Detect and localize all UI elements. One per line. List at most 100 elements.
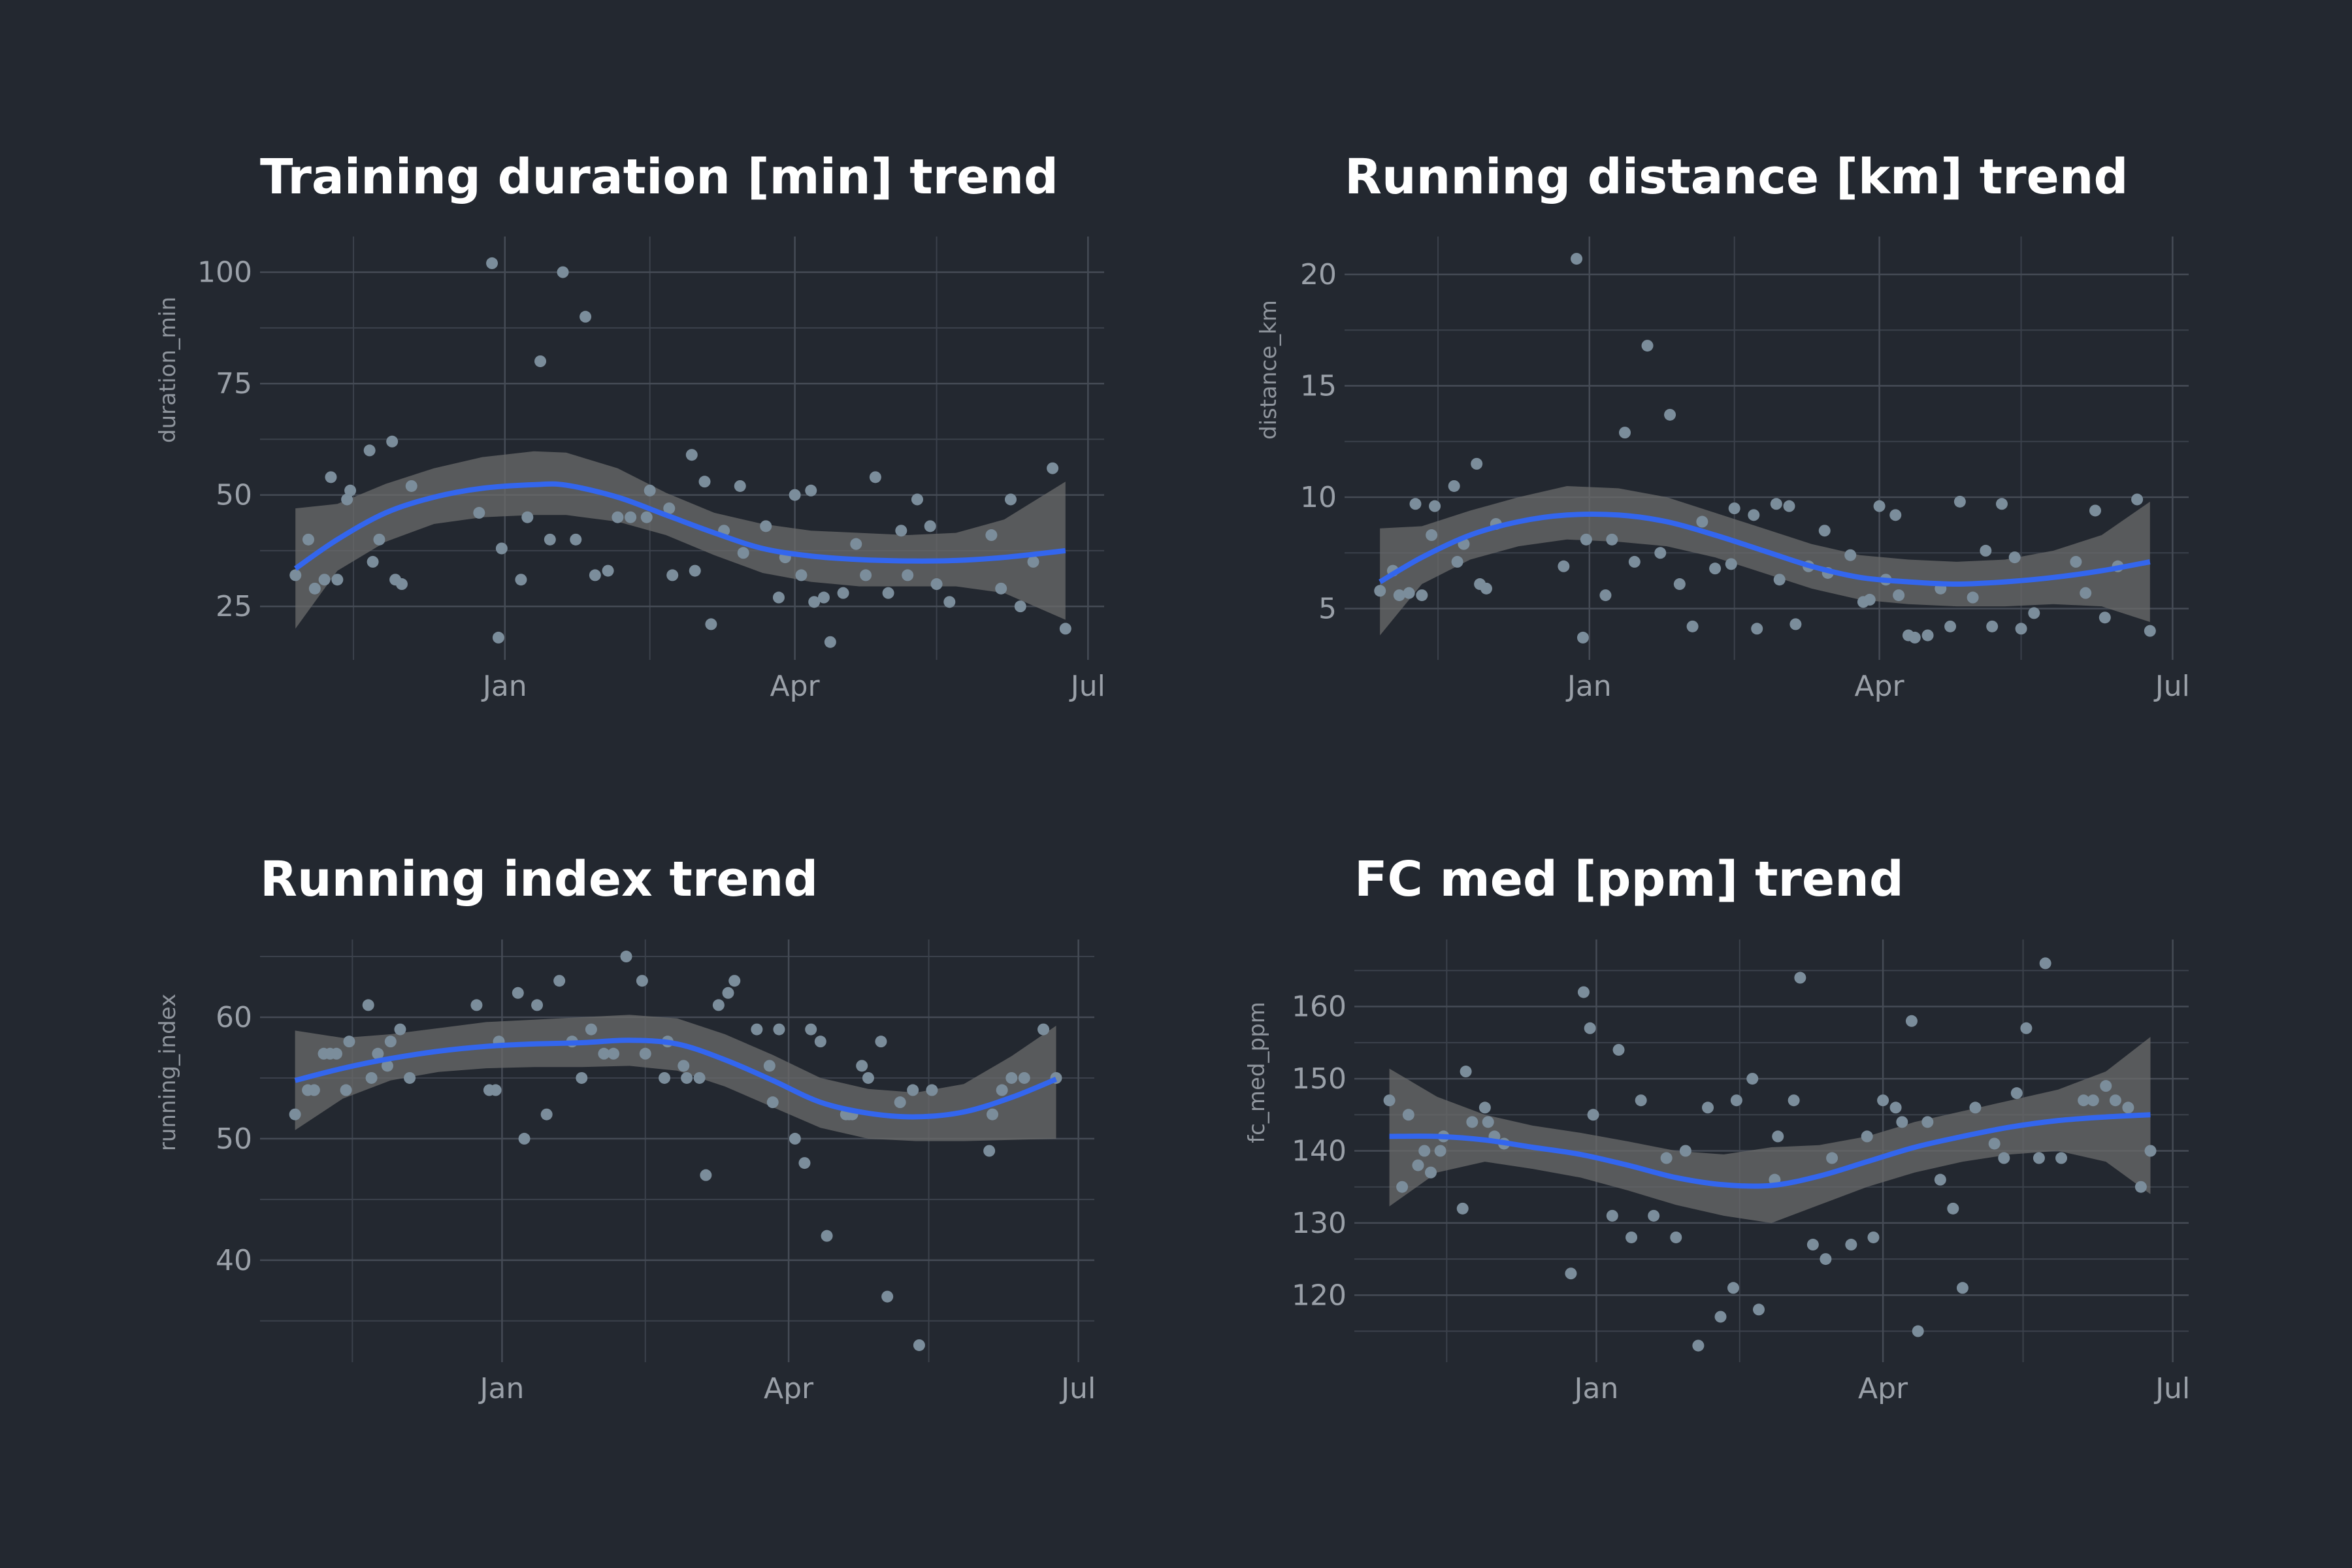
data-point	[666, 569, 679, 581]
data-point	[1912, 1325, 1924, 1337]
data-point	[2131, 493, 2144, 506]
data-point	[1577, 986, 1590, 998]
data-point	[1587, 1109, 1599, 1121]
data-point	[1383, 1094, 1396, 1107]
x-tick-label: Jan	[478, 1372, 525, 1405]
data-point	[486, 257, 498, 269]
data-point	[553, 975, 566, 987]
data-point	[902, 569, 914, 581]
y-tick-label: 120	[1292, 1279, 1347, 1312]
data-point	[531, 999, 544, 1011]
data-point	[1956, 1282, 1968, 1294]
chart-title: Running index trend	[260, 851, 819, 907]
data-point	[1418, 1145, 1431, 1157]
data-point	[983, 1145, 996, 1157]
data-point	[734, 480, 746, 492]
y-axis-label: fc_med_ppm	[1244, 1002, 1270, 1143]
data-point	[640, 511, 653, 523]
data-point	[1402, 1109, 1414, 1121]
data-point	[580, 310, 592, 323]
data-point	[570, 533, 582, 546]
data-point	[518, 1132, 531, 1145]
data-point	[760, 520, 772, 532]
data-point	[405, 480, 417, 492]
x-tick-label: Apr	[1855, 670, 1905, 703]
data-point	[805, 1023, 817, 1036]
y-axis-label: distance_km	[1256, 300, 1282, 440]
data-point	[340, 1084, 352, 1096]
data-point	[1471, 457, 1483, 470]
y-tick-label: 25	[216, 590, 252, 623]
data-point	[1969, 1102, 1982, 1114]
data-point	[1606, 1209, 1618, 1222]
data-point	[837, 587, 849, 599]
data-point	[1709, 563, 1722, 575]
data-point	[1014, 600, 1026, 613]
data-point	[789, 489, 801, 501]
y-tick-label: 150	[1292, 1062, 1347, 1096]
data-point	[302, 533, 314, 546]
data-point	[365, 1071, 378, 1084]
data-point	[773, 1023, 785, 1036]
data-point	[1018, 1071, 1030, 1084]
data-point	[489, 1084, 502, 1096]
data-point	[1037, 1023, 1050, 1036]
data-point	[2122, 1102, 2134, 1114]
data-point	[926, 1084, 938, 1096]
y-tick-label: 130	[1292, 1207, 1347, 1240]
data-point	[1820, 1253, 1832, 1266]
data-point	[1893, 589, 1905, 602]
data-point	[344, 484, 357, 497]
data-point	[1947, 1202, 1959, 1215]
data-point	[1584, 1022, 1596, 1034]
data-point	[1861, 1130, 1873, 1143]
data-point	[576, 1071, 588, 1084]
data-point	[894, 1096, 906, 1109]
data-point	[386, 435, 399, 448]
trend-line	[1379, 512, 2151, 587]
data-point	[1027, 555, 1039, 568]
data-point	[712, 999, 725, 1011]
data-point	[987, 1108, 999, 1120]
data-point	[913, 1339, 925, 1351]
data-point	[318, 574, 331, 586]
data-point	[881, 1290, 894, 1303]
data-point	[1047, 462, 1059, 474]
data-point	[1727, 1282, 1740, 1294]
data-point	[495, 542, 508, 555]
data-point	[1692, 1339, 1705, 1352]
data-point	[862, 1071, 874, 1084]
data-point	[821, 1230, 833, 1242]
data-point	[685, 449, 698, 461]
data-point	[1599, 589, 1612, 602]
data-point	[985, 529, 998, 542]
data-point	[1416, 589, 1428, 602]
data-point	[1654, 547, 1667, 559]
data-point	[1673, 578, 1686, 591]
data-point	[681, 1071, 693, 1084]
data-point	[1746, 1073, 1759, 1085]
data-point	[1867, 1231, 1880, 1243]
data-point	[1456, 1202, 1469, 1215]
data-point	[1580, 533, 1592, 546]
data-point	[1730, 1094, 1742, 1107]
data-point	[995, 582, 1007, 595]
data-point	[534, 355, 547, 367]
data-point	[585, 1023, 597, 1036]
data-point	[1466, 1116, 1478, 1128]
data-point	[2087, 1094, 2099, 1107]
data-point	[1770, 498, 1782, 510]
data-point	[1921, 1116, 1934, 1128]
data-point	[930, 578, 943, 591]
data-point	[598, 1047, 610, 1060]
data-point	[362, 999, 374, 1011]
y-tick-label: 40	[216, 1244, 252, 1277]
data-point	[1606, 533, 1618, 546]
data-point	[325, 471, 337, 483]
y-tick-label: 60	[216, 1001, 252, 1034]
data-point	[2070, 555, 2082, 568]
data-point	[1565, 1267, 1577, 1280]
data-point	[1844, 549, 1857, 561]
